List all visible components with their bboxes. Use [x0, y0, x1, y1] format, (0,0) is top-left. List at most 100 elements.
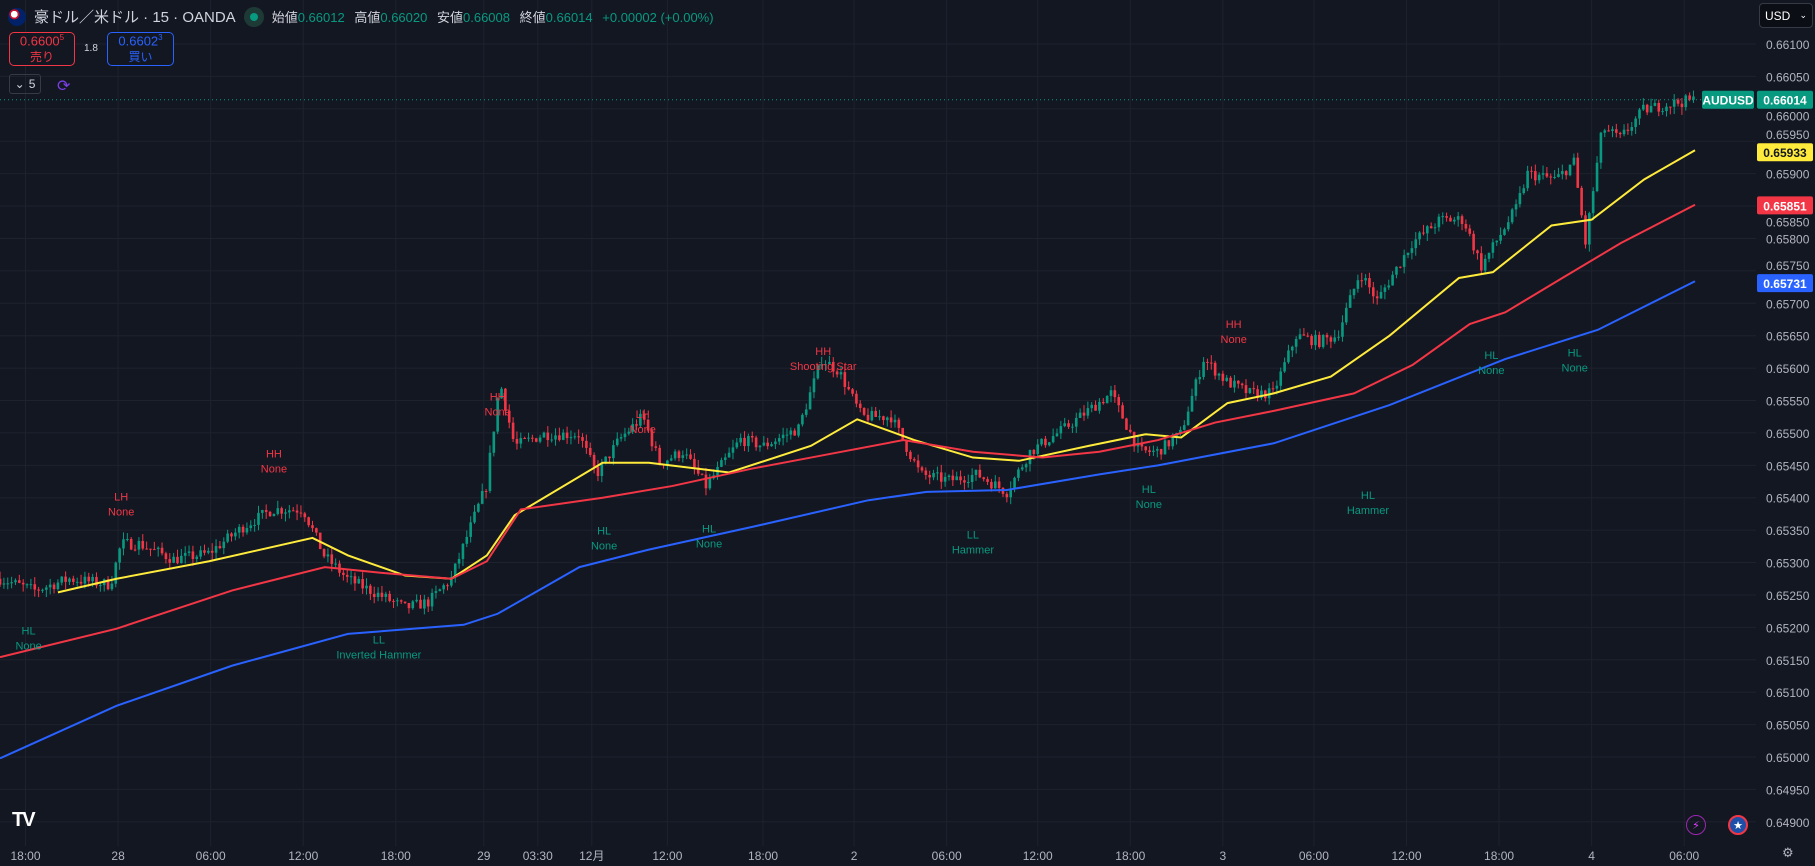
candle: [596, 460, 600, 482]
candle-body: [858, 403, 862, 408]
settings-icon[interactable]: ⚙: [1782, 845, 1794, 860]
candle: [1499, 227, 1502, 245]
pattern-label: HH Shooting Star: [790, 346, 857, 373]
candle: [909, 450, 912, 462]
candle-body: [376, 592, 380, 597]
sync-icon[interactable]: ⟳: [57, 78, 71, 95]
candle-body: [1684, 95, 1688, 108]
sell-button[interactable]: 0.66005 売り: [9, 32, 75, 66]
candle: [1557, 167, 1560, 178]
candle-body: [658, 447, 661, 465]
sell-label: 売り: [29, 50, 54, 65]
price-tick-label: 0.65950: [1766, 128, 1810, 142]
candle: [1611, 126, 1614, 138]
candle-body: [758, 445, 762, 448]
candle-body: [1252, 388, 1256, 390]
candle-body: [222, 541, 226, 549]
candle-body: [79, 581, 83, 584]
candle-body: [214, 546, 218, 553]
candle: [1078, 408, 1082, 418]
candle-body: [901, 427, 904, 440]
candle-body: [311, 525, 314, 529]
candle-body: [450, 577, 453, 586]
candle-body: [1680, 103, 1684, 108]
candle: [558, 427, 561, 442]
pattern-label: LL Hammer: [952, 530, 995, 557]
buy-button[interactable]: 0.66023 買い: [107, 32, 174, 66]
candle: [1337, 330, 1340, 341]
candle: [276, 500, 280, 516]
candle-body: [1653, 102, 1657, 106]
candle-body: [334, 563, 337, 565]
candle-body: [87, 576, 91, 582]
candle-body: [349, 576, 353, 578]
candle-body: [515, 439, 519, 444]
pattern-label: HL None: [1562, 347, 1588, 374]
low-value: 0.66008: [463, 10, 510, 25]
candle-body: [1121, 405, 1124, 419]
pattern-candle-label: None: [1478, 365, 1504, 377]
candle: [126, 533, 129, 542]
candle-body: [1383, 287, 1387, 292]
candle: [299, 505, 303, 518]
pattern-label: LL Inverted Hammer: [336, 635, 421, 662]
candle: [955, 471, 959, 481]
candle-body: [1109, 390, 1113, 396]
candle-body: [1499, 234, 1502, 241]
candle: [627, 427, 631, 436]
candle-body: [291, 510, 295, 512]
time-tick-label: 06:00: [1669, 849, 1699, 863]
candle-body: [1549, 176, 1553, 178]
flag-icon[interactable]: ★: [1728, 815, 1748, 835]
candle: [1252, 381, 1256, 395]
pattern-candle-label: None: [1136, 499, 1162, 511]
candle: [1036, 439, 1040, 459]
candle-body: [56, 582, 60, 590]
candle: [1287, 344, 1290, 364]
candle-body: [33, 584, 37, 590]
indicators-toggle[interactable]: ⌄ 5: [9, 74, 41, 94]
candle-body: [789, 430, 793, 435]
candle: [831, 357, 835, 378]
candle: [18, 574, 21, 584]
open-label: 始値: [271, 10, 298, 25]
candle-body: [64, 576, 67, 582]
time-tick-label: 12:00: [652, 849, 682, 863]
candle: [114, 561, 118, 588]
candle-body: [924, 470, 928, 475]
candle: [1572, 153, 1576, 166]
symbol-title[interactable]: 豪ドル／米ドル · 15 · OANDA: [34, 9, 236, 26]
candle: [1607, 124, 1610, 132]
tradingview-logo[interactable]: TV: [12, 809, 36, 831]
currency-select[interactable]: USD ⌄: [1759, 3, 1813, 28]
candle-body: [1580, 187, 1583, 216]
candle-body: [1460, 216, 1464, 225]
candle: [1017, 467, 1020, 482]
candle-body: [766, 442, 769, 447]
candle-body: [284, 512, 287, 514]
candle: [199, 545, 202, 560]
candle-body: [689, 454, 692, 459]
candle-body: [808, 392, 812, 410]
candle: [812, 371, 816, 399]
candle: [592, 452, 596, 474]
candle-body: [1024, 464, 1028, 468]
candle: [612, 440, 615, 465]
candle-body: [1564, 171, 1568, 176]
candle-body: [1059, 426, 1063, 434]
candle-body: [1337, 336, 1340, 338]
candle: [1402, 249, 1406, 274]
candle-body: [411, 601, 415, 609]
candle: [546, 426, 550, 447]
candle-body: [1271, 388, 1275, 390]
lightning-icon[interactable]: ⚡: [1686, 815, 1706, 835]
time-axis: [0, 846, 1815, 866]
candle: [1676, 98, 1680, 107]
candle-body: [1229, 377, 1232, 388]
candle-body: [484, 490, 488, 492]
candle-body: [237, 526, 241, 533]
candle: [739, 433, 742, 446]
candle: [797, 423, 800, 438]
pattern-candle-label: None: [1221, 334, 1247, 346]
